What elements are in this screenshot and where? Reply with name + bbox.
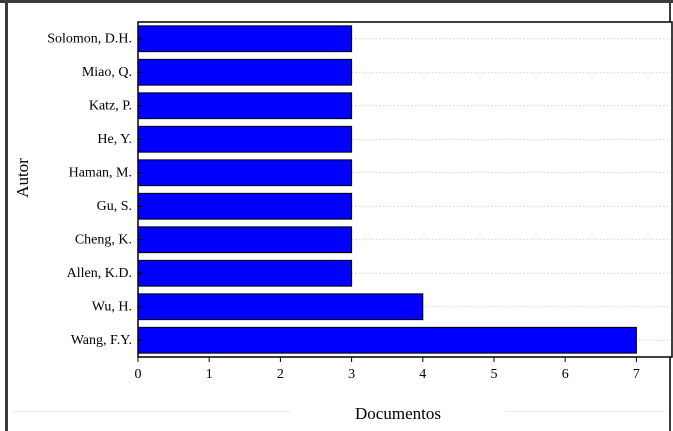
bars: [137, 25, 637, 354]
x-ticks: 0 1 2 3 4 5 6 7: [135, 357, 640, 382]
frame-top-border: [0, 0, 673, 3]
bar: [137, 226, 353, 254]
y-axis-title: Autor: [13, 158, 32, 198]
y-ticks: Solomon, D.H. Miao, Q. Katz, P. He, Y. Haman…: [47, 31, 143, 348]
bottom-right-panel: [506, 411, 666, 431]
bar: [137, 125, 353, 153]
x-tick-label: 4: [419, 367, 426, 382]
bar: [137, 192, 353, 220]
bar: [137, 259, 353, 287]
bar: [137, 92, 353, 120]
x-tick-label: 7: [633, 367, 640, 382]
bar: [137, 159, 353, 187]
x-tick-label: 3: [348, 367, 355, 382]
y-tick-label: Solomon, D.H.: [47, 31, 132, 46]
x-tick-label: 1: [206, 367, 213, 382]
x-tick-label: 6: [562, 367, 569, 382]
bar: [137, 293, 424, 321]
y-tick-label: Allen, K.D.: [67, 266, 132, 281]
y-tick-label: Wang, F.Y.: [71, 333, 132, 348]
y-tick-label: Wu, H.: [92, 299, 132, 314]
y-tick-label: Gu, S.: [97, 199, 132, 214]
x-axis-title: Documentos: [355, 404, 441, 423]
bar: [137, 326, 637, 354]
x-tick-label: 0: [135, 367, 142, 382]
frame-left-border: [5, 0, 8, 431]
bottom-left-panel: [11, 411, 291, 431]
y-tick-label: Haman, M.: [69, 165, 132, 180]
bar: [137, 25, 353, 53]
bar: [137, 58, 353, 86]
y-tick-label: He, Y.: [97, 132, 132, 147]
x-tick-label: 2: [277, 367, 284, 382]
y-tick-label: Katz, P.: [89, 98, 132, 113]
x-tick-label: 5: [491, 367, 498, 382]
y-tick-label: Miao, Q.: [82, 65, 132, 80]
y-tick-label: Cheng, K.: [75, 232, 132, 247]
